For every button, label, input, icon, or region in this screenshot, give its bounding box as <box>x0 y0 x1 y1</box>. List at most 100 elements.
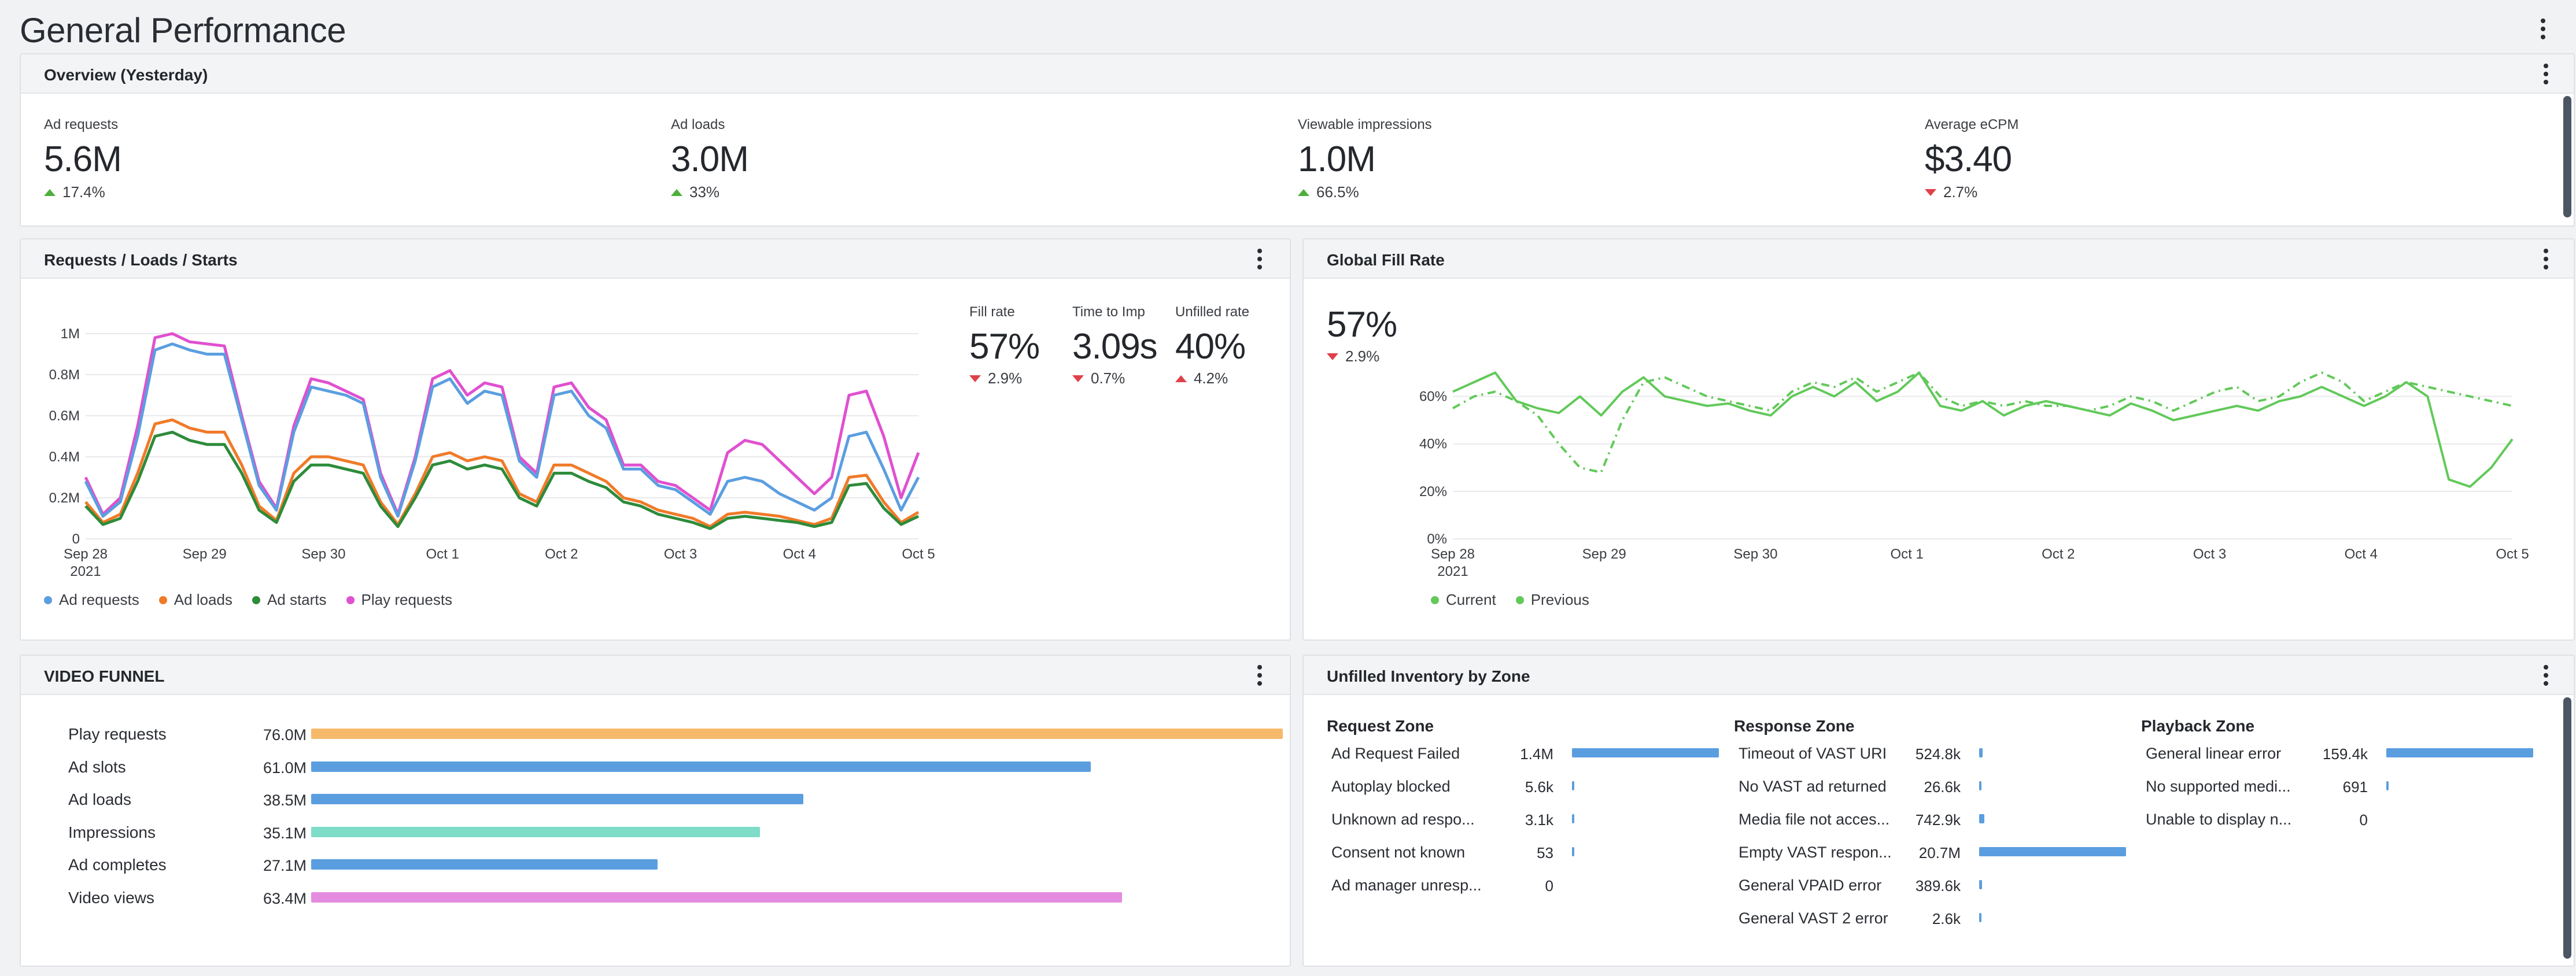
funnel-row: Ad completes 27.1M <box>49 853 1275 877</box>
legend-dot <box>252 596 260 604</box>
x-tick-label: Oct 1 <box>426 546 459 562</box>
zone-row-value: 0 <box>2359 811 2368 829</box>
up-arrow-icon <box>671 188 682 196</box>
zone-request: Request Zone Ad Request Failed 1.4M Autopla… <box>1327 717 1719 894</box>
zone-bar[interactable] <box>1572 781 1574 790</box>
zone-title: Request Zone <box>1327 717 1434 735</box>
unfilled-menu-icon[interactable] <box>2539 663 2553 688</box>
funnel-label: Impressions <box>68 823 156 841</box>
zone-bar[interactable] <box>1979 847 2126 856</box>
down-arrow-icon <box>1925 188 1936 196</box>
zone-row-value: 159.4k <box>2322 745 2368 763</box>
page-menu-icon[interactable] <box>2536 16 2550 42</box>
rls-title: Requests / Loads / Starts <box>44 251 238 269</box>
funnel-bar[interactable] <box>311 761 1091 772</box>
overview-scrollbar[interactable] <box>2563 96 2571 217</box>
funnel-bar[interactable] <box>311 892 1122 903</box>
funnel-title: VIDEO FUNNEL <box>44 667 165 685</box>
funnel-value: 63.4M <box>263 890 307 907</box>
zone-title: Response Zone <box>1734 717 1855 735</box>
kpi-viewable-impressions: Viewable impressions 1.0M 66.5% <box>1298 117 1432 201</box>
rls-menu-icon[interactable] <box>1253 246 1267 272</box>
funnel-value: 38.5M <box>263 792 307 809</box>
series-line-ad-starts <box>84 430 920 530</box>
zone-bar[interactable] <box>1979 781 1981 790</box>
legend-play-requests[interactable]: Play requests <box>346 591 452 609</box>
stat-label: Fill rate <box>969 304 1015 320</box>
x-tick-label: Sep 28 2021 <box>64 546 108 579</box>
funnel-label: Ad completes <box>68 856 167 874</box>
zone-bar[interactable] <box>1979 913 1981 922</box>
x-tick-label: Oct 4 <box>2345 546 2378 562</box>
overview-title: Overview (Yesterday) <box>44 66 208 84</box>
funnel-header: VIDEO FUNNEL <box>21 656 1290 695</box>
legend-label: Previous <box>1530 591 1589 608</box>
funnel-row: Video views 63.4M <box>49 886 1275 910</box>
x-tick-label: Sep 29 <box>183 546 227 562</box>
unfilled-scrollbar[interactable] <box>2563 697 2571 959</box>
fill-rate-value: 57% <box>1327 305 1397 345</box>
legend-previous[interactable]: Previous <box>1515 591 1589 609</box>
stat-delta-value: 0.7% <box>1091 369 1125 387</box>
legend-ad-starts[interactable]: Ad starts <box>252 591 327 609</box>
zone-row: Unable to display n... 0 <box>2141 808 2534 831</box>
kpi-delta-value: 2.7% <box>1943 183 1978 201</box>
zone-bar[interactable] <box>1572 847 1574 856</box>
funnel-bar[interactable] <box>311 826 760 837</box>
overview-menu-icon[interactable] <box>2539 61 2553 87</box>
zone-bar[interactable] <box>1572 814 1574 823</box>
fill-chart: Sep 28 2021 Sep 29 Sep 30 Oct 1 Oct 2 Oct 3 Oct… <box>1419 371 2529 579</box>
up-arrow-icon <box>1175 375 1187 382</box>
funnel-menu-icon[interactable] <box>1253 663 1267 688</box>
x-tick-label: Oct 5 <box>2496 546 2529 562</box>
zone-response: Response Zone Timeout of VAST URI 524.8k No… <box>1734 717 2126 927</box>
zone-row: General VAST 2 error 2.6k <box>1734 907 2127 930</box>
zone-row-label: General VAST 2 error <box>1739 910 1888 927</box>
x-tick-label: Oct 2 <box>2042 546 2075 562</box>
funnel-bar[interactable] <box>311 794 804 805</box>
legend-ad-loads[interactable]: Ad loads <box>158 591 232 609</box>
fill-title: Global Fill Rate <box>1327 251 1445 269</box>
series-line-previous <box>1452 371 2513 474</box>
zone-row-value: 691 <box>2342 778 2368 796</box>
zone-bar[interactable] <box>1572 748 1719 757</box>
zone-row-value: 0 <box>1545 877 1553 894</box>
funnel-value: 61.0M <box>263 759 307 777</box>
zone-row: No supported medi... 691 <box>2141 775 2534 798</box>
fill-menu-icon[interactable] <box>2539 246 2553 272</box>
zone-row-label: Autoplay blocked <box>1331 778 1451 795</box>
zone-row: Empty VAST respon... 20.7M <box>1734 841 2127 864</box>
zone-bar[interactable] <box>2386 748 2533 757</box>
zone-bar[interactable] <box>1979 880 1982 889</box>
zone-bar[interactable] <box>1979 748 1983 757</box>
zone-row-value: 26.6k <box>1924 778 1961 796</box>
zone-playback: Playback Zone General linear error 159.4k N… <box>2141 717 2533 829</box>
zone-row: Consent not known 53 <box>1327 841 1720 864</box>
kpi-label: Viewable impressions <box>1298 117 1432 132</box>
zone-row: Ad manager unresp... 0 <box>1327 874 1720 897</box>
funnel-bar[interactable] <box>311 859 658 870</box>
funnel-bar[interactable] <box>311 729 1283 739</box>
x-tick-label: Oct 2 <box>545 546 578 562</box>
fill-rate-summary: 57% 2.9% <box>1327 304 1397 365</box>
rls-chart: Sep 28 2021 Sep 29 Sep 30 Oct 1 Oct 2 Oct 3 Oct… <box>49 326 935 579</box>
x-tick-label: Sep 29 <box>1582 546 1626 562</box>
kpi-value: $3.40 <box>1925 139 2012 179</box>
funnel-value: 35.1M <box>263 824 307 842</box>
legend-current[interactable]: Current <box>1431 591 1496 609</box>
zone-bar[interactable] <box>1979 814 1985 823</box>
up-arrow-icon <box>44 188 56 196</box>
unfilled-header: Unfilled Inventory by Zone <box>1304 656 2574 695</box>
kpi-delta-value: 66.5% <box>1316 183 1359 201</box>
zone-row-value: 53 <box>1537 844 1553 862</box>
zone-row: General VPAID error 389.6k <box>1734 874 2127 897</box>
y-tick-label: 0.4M <box>49 449 80 465</box>
y-tick-label: 40% <box>1419 437 1447 452</box>
series-line-ad-requests <box>84 342 920 518</box>
funnel-value: 27.1M <box>263 857 307 875</box>
stat-delta: 0.7% <box>1072 369 1157 387</box>
x-tick-label: Sep 30 <box>301 546 345 562</box>
zone-row: No VAST ad returned 26.6k <box>1734 775 2127 798</box>
legend-ad-requests[interactable]: Ad requests <box>44 591 139 609</box>
zone-bar[interactable] <box>2386 781 2389 790</box>
